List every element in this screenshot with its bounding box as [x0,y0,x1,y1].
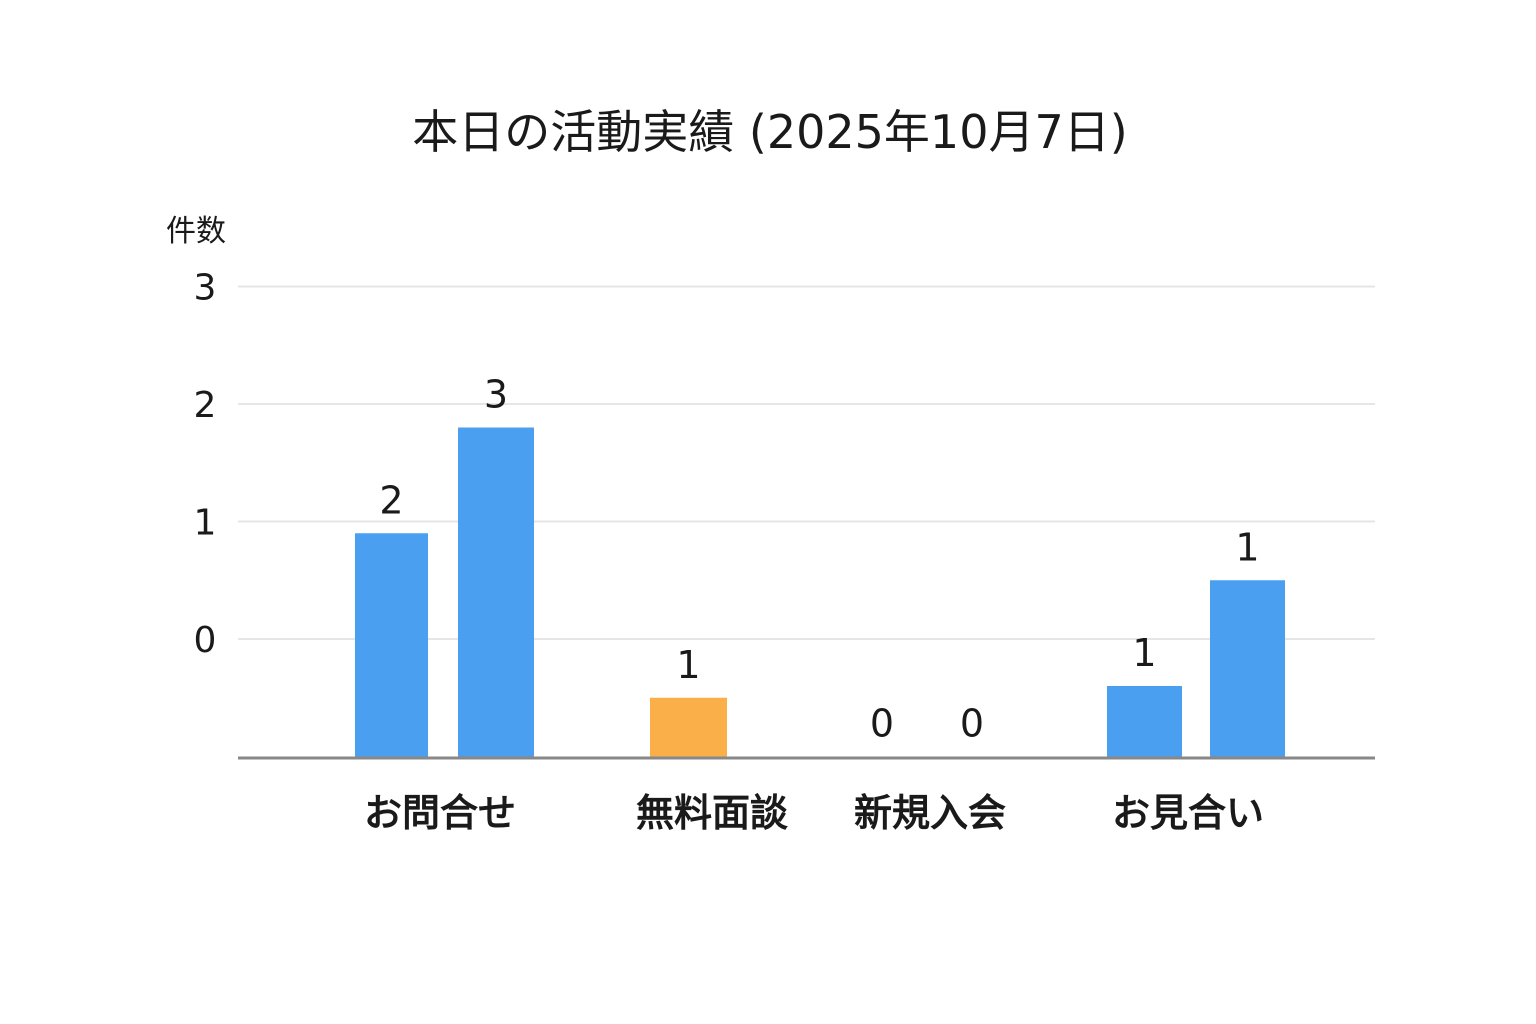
bar-value-label: 0 [960,702,984,746]
value-labels: 2 3 1 0 0 1 1 [379,373,1259,746]
bar-value-label: 1 [676,643,700,687]
x-category-label: 新規入会 [854,791,1006,835]
bar [1107,686,1182,758]
bar [458,427,534,758]
bar [650,697,727,758]
y-tick-label: 2 [194,385,217,426]
chart-title: 本日の活動実績 (2025年10月7日) [412,105,1127,159]
bar-value-label: 2 [379,478,403,522]
y-tick-label: 3 [194,268,217,309]
bars [355,427,1285,758]
bar-value-label: 1 [1235,525,1259,569]
y-axis-ticks: 3 2 1 0 [194,268,217,662]
bar-value-label: 0 [870,702,894,746]
x-category-label: お問合せ [364,791,516,835]
bar [1210,580,1285,758]
x-category-label: お見合い [1112,791,1264,835]
bar-value-label: 3 [484,373,508,417]
y-tick-label: 1 [194,503,217,544]
x-category-label: 無料面談 [636,791,788,835]
y-axis-label: 件数 [166,214,226,249]
x-axis-categories: お問合せ 無料面談 新規入会 お見合い [364,791,1264,835]
bar [355,533,428,758]
bar-value-label: 1 [1132,631,1156,675]
y-tick-label: 0 [194,620,217,661]
